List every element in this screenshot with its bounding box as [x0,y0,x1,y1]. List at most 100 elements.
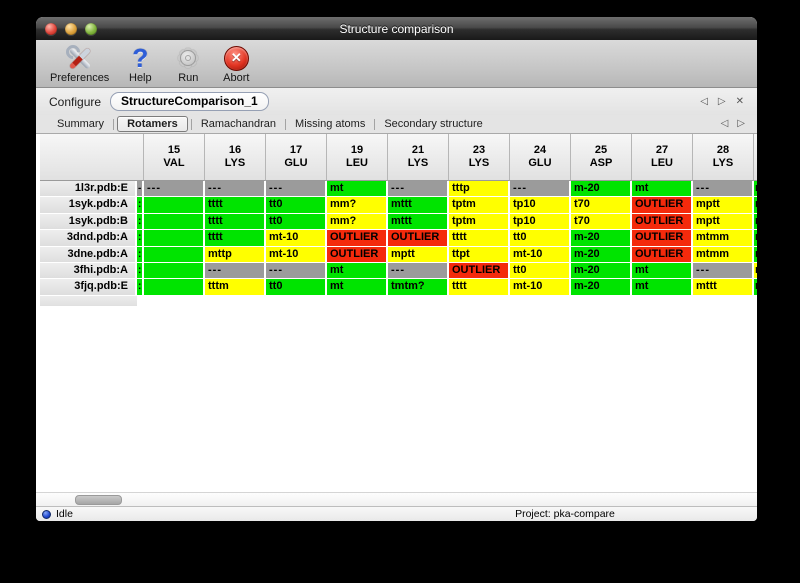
rotamer-cell[interactable]: OUTLIER [632,213,693,231]
rotamer-cell[interactable]: m-20 [571,262,632,280]
rotamer-cell[interactable]: --- [388,262,449,280]
rotamer-cell[interactable]: tt0 [510,230,571,247]
column-header-16[interactable]: 16 LYS [205,134,266,181]
rotamer-cell[interactable]: tptm [449,213,510,231]
row-header[interactable]: 1syk.pdb:B [40,213,137,231]
row-header[interactable]: 1l3r.pdb:E [40,181,137,198]
rotamer-cell[interactable]: m-20 [571,279,632,296]
rotamer-cell[interactable]: mm? [327,213,388,231]
rotamer-cell[interactable]: OUTLIER [327,230,388,247]
rotamer-cell[interactable]: mm? [327,197,388,214]
close-window-button[interactable] [45,22,57,35]
column-header-21[interactable]: 21 LYS [388,134,449,181]
column-header-24[interactable]: 24 GLU [510,134,571,181]
rotamer-cell[interactable]: mt [632,262,693,280]
rotamer-cell[interactable]: mt-10 [510,279,571,296]
rotamer-cell[interactable]: --- [205,181,266,198]
rotamer-cell[interactable]: tmtm? [388,279,449,296]
rotamer-cell[interactable]: tttt [449,230,510,247]
rotamer-cell[interactable]: --- [388,181,449,198]
row-header[interactable]: 1syk.pdb:A [40,197,137,214]
rotamer-cell[interactable]: OUTLIER [632,230,693,247]
rotamer-cell[interactable]: mt [327,279,388,296]
horizontal-scrollbar[interactable] [36,492,757,506]
rotamer-cell[interactable] [144,213,205,231]
preferences-button[interactable]: Preferences [46,42,113,84]
rotamer-cell[interactable]: OUTLIER [632,246,693,263]
rotamer-cell[interactable] [144,230,205,247]
run-button[interactable]: Run [167,44,209,84]
rotamer-cell[interactable]: mptt [693,197,754,214]
rotamer-cell[interactable]: --- [510,181,571,198]
rotamer-cell[interactable]: tt0 [266,279,327,296]
tab-secondary-structure[interactable]: Secondary structure [384,118,483,130]
column-header-28[interactable]: 28 LYS [693,134,754,181]
row-header[interactable]: 3fjq.pdb:E [40,279,137,296]
rotamer-cell[interactable] [144,279,205,296]
rotamer-cell[interactable]: mt [632,181,693,198]
column-header-27[interactable]: 27 LEU [632,134,693,181]
rotamer-cell[interactable]: mt [327,262,388,280]
rotamer-cell[interactable]: --- [693,262,754,280]
column-header-15[interactable]: 15 VAL [144,134,205,181]
rotamer-cell[interactable]: mt-10 [266,230,327,247]
rotamer-cell[interactable]: OUTLIER [632,197,693,214]
row-header[interactable]: 3dnd.pdb:A [40,230,137,247]
rotamer-cell[interactable] [144,246,205,263]
row-header[interactable]: 3dne.pdb:A [40,246,137,263]
panel-prev-icon[interactable]: ◁ [700,95,708,107]
abort-button[interactable]: ✕ Abort [215,44,257,84]
rotamer-cell[interactable]: m-20 [571,246,632,263]
panel-close-icon[interactable]: ✕ [735,95,744,107]
rotamer-cell[interactable]: mptt [388,246,449,263]
rotamer-cell[interactable]: --- [266,262,327,280]
column-header-17[interactable]: 17 GLU [266,134,327,181]
rotamer-cell[interactable]: mtmm [693,230,754,247]
comparison-name-field[interactable]: StructureComparison_1 [110,92,269,111]
tab-missing-atoms[interactable]: Missing atoms [295,118,366,130]
rotamer-cell[interactable]: OUTLIER [449,262,510,280]
rotamer-cell[interactable]: --- [144,181,205,198]
minimize-window-button[interactable] [65,22,77,35]
rotamer-cell[interactable]: --- [693,181,754,198]
horizontal-scrollbar-thumb[interactable] [75,495,122,505]
rotamer-cell[interactable]: t70 [571,213,632,231]
rotamer-cell[interactable]: mtmm [693,246,754,263]
rotamer-cell[interactable]: mttp [205,246,266,263]
rotamer-cell[interactable]: mt-10 [510,246,571,263]
rotamer-cell[interactable]: tt0 [510,262,571,280]
column-header-23[interactable]: 23 LYS [449,134,510,181]
rotamer-cell[interactable]: OUTLIER [388,230,449,247]
tabs-prev-icon[interactable]: ◁ [720,118,729,129]
rotamer-cell[interactable]: mttt [693,279,754,296]
rotamer-cell[interactable]: tttt [449,279,510,296]
rotamer-cell[interactable]: tttm [205,279,266,296]
rotamer-cell[interactable]: mt-10 [266,246,327,263]
rotamer-cell[interactable]: m-20 [571,230,632,247]
rotamer-cell[interactable]: tttt [205,213,266,231]
tab-summary[interactable]: Summary [57,118,105,130]
rotamer-cell[interactable]: tttt [205,230,266,247]
tab-rotamers[interactable]: Rotamers [117,116,188,132]
rotamer-cell[interactable]: --- [205,262,266,280]
rotamer-cell[interactable]: tp10 [510,197,571,214]
rotamer-cell[interactable]: tptm [449,197,510,214]
rotamer-cell[interactable]: t70 [571,197,632,214]
rotamer-cell[interactable]: mptt [693,213,754,231]
rotamer-cell[interactable]: mttt [388,197,449,214]
rotamer-cell[interactable]: tt0 [266,197,327,214]
rotamer-cell[interactable]: tt0 [266,213,327,231]
rotamer-cell[interactable]: mttt [388,213,449,231]
rotamer-cell[interactable]: OUTLIER [327,246,388,263]
rotamer-cell[interactable]: m-20 [571,181,632,198]
rotamer-cell[interactable]: --- [266,181,327,198]
rotamer-cell[interactable]: tp10 [510,213,571,231]
column-header-25[interactable]: 25 ASP [571,134,632,181]
rotamer-cell[interactable]: tttt [205,197,266,214]
rotamer-cell[interactable] [144,262,205,280]
tab-ramachandran[interactable]: Ramachandran [200,118,277,130]
rotamer-cell[interactable]: ttpt [449,246,510,263]
rotamer-cell[interactable] [144,197,205,214]
row-header[interactable]: 3fhi.pdb:A [40,262,137,280]
help-button[interactable]: ? Help [119,44,161,84]
